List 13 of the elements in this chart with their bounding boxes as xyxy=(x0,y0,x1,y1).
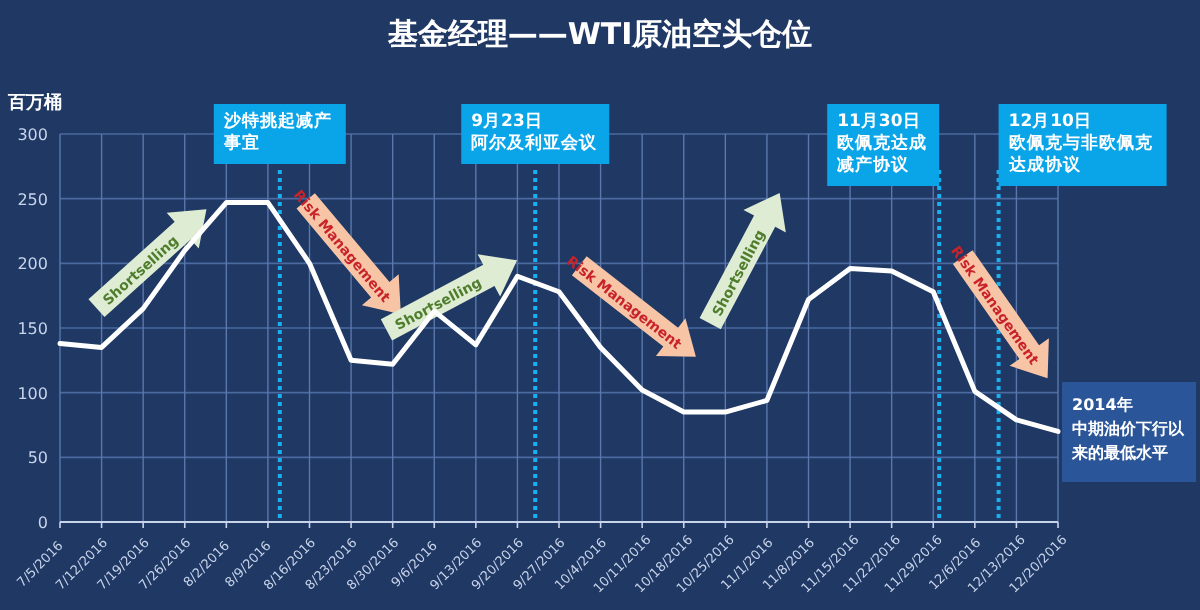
y-tick-label: 0 xyxy=(37,514,48,532)
y-tick-label: 200 xyxy=(17,255,48,274)
y-tick-label: 50 xyxy=(27,449,48,468)
y-tick-label: 100 xyxy=(17,384,48,403)
y-tick-label: 150 xyxy=(17,320,48,338)
chart-title: 基金经理——WTI原油空头仓位 xyxy=(385,16,813,52)
ref-line-label: 9月23日阿尔及利亚会议 xyxy=(471,110,600,154)
ref-line-label: 11月30日欧佩克达成减产协议 xyxy=(837,110,928,176)
ref-line-label: 沙特挑起减产事宜 xyxy=(221,110,332,154)
y-tick-label: 300 xyxy=(17,126,48,144)
y-tick-label: 250 xyxy=(17,190,48,209)
ref-line-label: 12月10日欧佩克与非欧佩克达成协议 xyxy=(1006,110,1155,176)
y-axis-title: 百万桶 xyxy=(6,92,62,114)
